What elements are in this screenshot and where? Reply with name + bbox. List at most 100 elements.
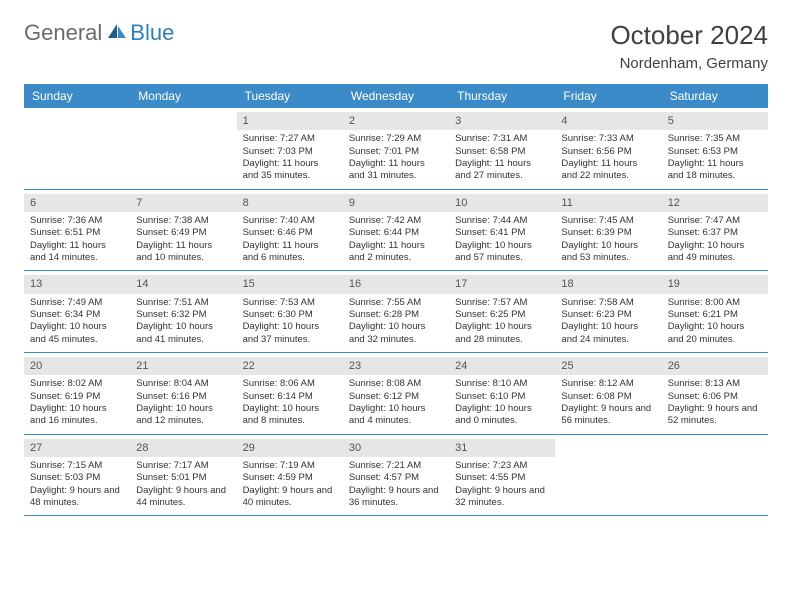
sunrise-text: Sunrise: 7:58 AM [561,297,655,309]
day-number: 4 [555,112,661,130]
day-number: 9 [343,194,449,212]
daylight-text: Daylight: 10 hours and 49 minutes. [668,240,762,265]
sunset-text: Sunset: 6:12 PM [349,391,443,403]
calendar-cell: 29Sunrise: 7:19 AMSunset: 4:59 PMDayligh… [237,435,343,516]
daylight-text: Daylight: 9 hours and 52 minutes. [668,403,762,428]
sunrise-text: Sunrise: 8:04 AM [136,378,230,390]
sunset-text: Sunset: 6:30 PM [243,309,337,321]
daylight-text: Daylight: 11 hours and 22 minutes. [561,158,655,183]
day-header: Wednesday [343,84,449,108]
sunset-text: Sunset: 6:28 PM [349,309,443,321]
calendar-cell: 21Sunrise: 8:04 AMSunset: 6:16 PMDayligh… [130,353,236,434]
day-header: Monday [130,84,236,108]
calendar-grid: Sunday Monday Tuesday Wednesday Thursday… [24,84,768,516]
daylight-text: Daylight: 9 hours and 44 minutes. [136,485,230,510]
day-header: Tuesday [237,84,343,108]
daylight-text: Daylight: 11 hours and 2 minutes. [349,240,443,265]
sunset-text: Sunset: 5:03 PM [30,472,124,484]
calendar-day-headers: Sunday Monday Tuesday Wednesday Thursday… [24,84,768,108]
day-number: 27 [24,439,130,457]
calendar-cell: 17Sunrise: 7:57 AMSunset: 6:25 PMDayligh… [449,271,555,352]
sunset-text: Sunset: 6:58 PM [455,146,549,158]
daylight-text: Daylight: 10 hours and 45 minutes. [30,321,124,346]
sunrise-text: Sunrise: 7:15 AM [30,460,124,472]
sunrise-text: Sunrise: 7:27 AM [243,133,337,145]
sunrise-text: Sunrise: 7:53 AM [243,297,337,309]
daylight-text: Daylight: 10 hours and 16 minutes. [30,403,124,428]
calendar-cell: 18Sunrise: 7:58 AMSunset: 6:23 PMDayligh… [555,271,661,352]
day-number: 7 [130,194,236,212]
title-block: October 2024 Nordenham, Germany [610,20,768,72]
day-number: 2 [343,112,449,130]
calendar-cell: 11Sunrise: 7:45 AMSunset: 6:39 PMDayligh… [555,190,661,271]
sunset-text: Sunset: 6:25 PM [455,309,549,321]
daylight-text: Daylight: 10 hours and 24 minutes. [561,321,655,346]
sunset-text: Sunset: 6:44 PM [349,227,443,239]
sunset-text: Sunset: 4:59 PM [243,472,337,484]
sunset-text: Sunset: 6:34 PM [30,309,124,321]
calendar-cell: 12Sunrise: 7:47 AMSunset: 6:37 PMDayligh… [662,190,768,271]
sunrise-text: Sunrise: 7:35 AM [668,133,762,145]
calendar-cell: 27Sunrise: 7:15 AMSunset: 5:03 PMDayligh… [24,435,130,516]
day-number: 21 [130,357,236,375]
day-number: 30 [343,439,449,457]
sunrise-text: Sunrise: 7:42 AM [349,215,443,227]
sunset-text: Sunset: 6:10 PM [455,391,549,403]
daylight-text: Daylight: 10 hours and 8 minutes. [243,403,337,428]
logo-text-blue: Blue [130,20,174,46]
day-number: 13 [24,275,130,293]
day-number: 16 [343,275,449,293]
calendar-cell: 2Sunrise: 7:29 AMSunset: 7:01 PMDaylight… [343,108,449,189]
daylight-text: Daylight: 11 hours and 27 minutes. [455,158,549,183]
daylight-text: Daylight: 11 hours and 14 minutes. [30,240,124,265]
daylight-text: Daylight: 11 hours and 10 minutes. [136,240,230,265]
calendar-cell: 22Sunrise: 8:06 AMSunset: 6:14 PMDayligh… [237,353,343,434]
sunset-text: Sunset: 5:01 PM [136,472,230,484]
calendar-cell: 6Sunrise: 7:36 AMSunset: 6:51 PMDaylight… [24,190,130,271]
daylight-text: Daylight: 10 hours and 0 minutes. [455,403,549,428]
calendar-cell: 5Sunrise: 7:35 AMSunset: 6:53 PMDaylight… [662,108,768,189]
calendar-cell: 24Sunrise: 8:10 AMSunset: 6:10 PMDayligh… [449,353,555,434]
daylight-text: Daylight: 11 hours and 18 minutes. [668,158,762,183]
calendar-cell: 14Sunrise: 7:51 AMSunset: 6:32 PMDayligh… [130,271,236,352]
daylight-text: Daylight: 10 hours and 37 minutes. [243,321,337,346]
sunset-text: Sunset: 6:16 PM [136,391,230,403]
calendar-row: 6Sunrise: 7:36 AMSunset: 6:51 PMDaylight… [24,190,768,272]
sunset-text: Sunset: 6:37 PM [668,227,762,239]
day-number: 12 [662,194,768,212]
sunrise-text: Sunrise: 8:00 AM [668,297,762,309]
daylight-text: Daylight: 10 hours and 28 minutes. [455,321,549,346]
calendar-cell: 15Sunrise: 7:53 AMSunset: 6:30 PMDayligh… [237,271,343,352]
sunrise-text: Sunrise: 8:02 AM [30,378,124,390]
calendar-cell: 4Sunrise: 7:33 AMSunset: 6:56 PMDaylight… [555,108,661,189]
sunrise-text: Sunrise: 7:23 AM [455,460,549,472]
day-number: 11 [555,194,661,212]
page-header: General Blue October 2024 Nordenham, Ger… [24,20,768,72]
logo-text-gray: General [24,20,102,46]
calendar-cell: 19Sunrise: 8:00 AMSunset: 6:21 PMDayligh… [662,271,768,352]
calendar-cell: . [130,108,236,189]
daylight-text: Daylight: 11 hours and 6 minutes. [243,240,337,265]
calendar-cell: 8Sunrise: 7:40 AMSunset: 6:46 PMDaylight… [237,190,343,271]
location-label: Nordenham, Germany [610,55,768,72]
daylight-text: Daylight: 11 hours and 31 minutes. [349,158,443,183]
day-number: 14 [130,275,236,293]
sunrise-text: Sunrise: 7:33 AM [561,133,655,145]
sunrise-text: Sunrise: 7:49 AM [30,297,124,309]
day-number: 26 [662,357,768,375]
sunrise-text: Sunrise: 7:17 AM [136,460,230,472]
calendar-cell: 28Sunrise: 7:17 AMSunset: 5:01 PMDayligh… [130,435,236,516]
sunset-text: Sunset: 6:49 PM [136,227,230,239]
sunset-text: Sunset: 6:19 PM [30,391,124,403]
sunrise-text: Sunrise: 8:08 AM [349,378,443,390]
calendar-cell: 9 Sunrise: 7:42 AMSunset: 6:44 PMDaylight… [343,190,449,271]
daylight-text: Daylight: 9 hours and 56 minutes. [561,403,655,428]
calendar-cell: 7Sunrise: 7:38 AMSunset: 6:49 PMDaylight… [130,190,236,271]
calendar-cell: 31Sunrise: 7:23 AMSunset: 4:55 PMDayligh… [449,435,555,516]
sunrise-text: Sunrise: 7:19 AM [243,460,337,472]
day-number: 5 [662,112,768,130]
sunrise-text: Sunrise: 7:51 AM [136,297,230,309]
calendar-cell: . [662,435,768,516]
day-header: Saturday [662,84,768,108]
day-number: 23 [343,357,449,375]
